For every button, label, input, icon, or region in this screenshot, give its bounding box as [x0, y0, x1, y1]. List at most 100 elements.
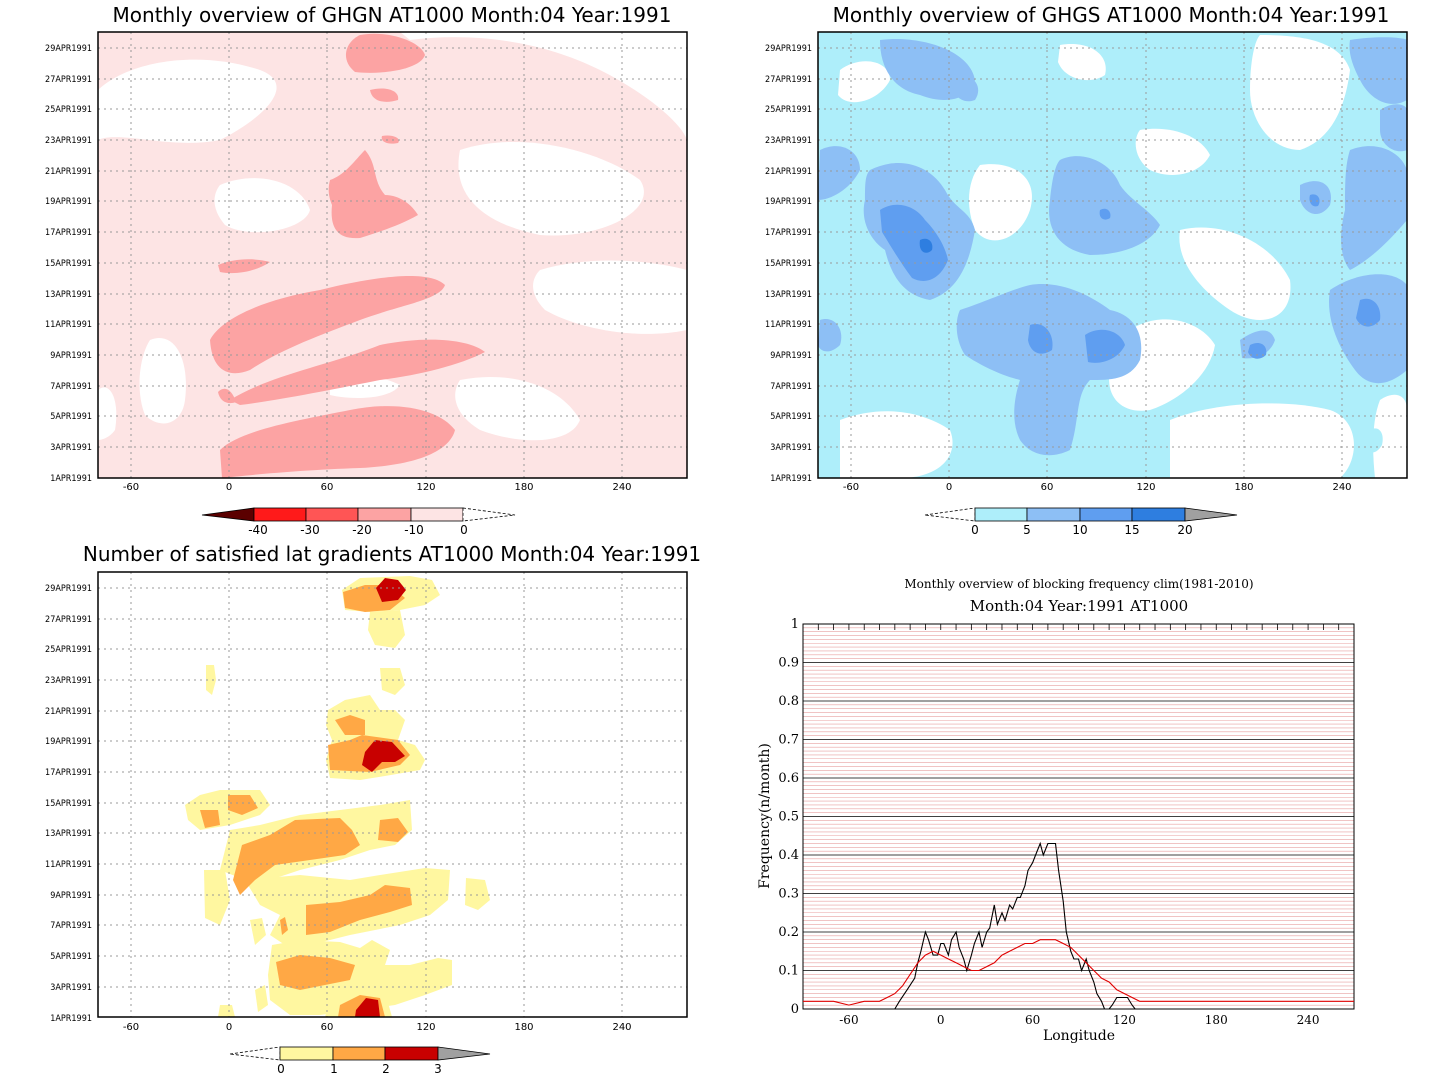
panel-ghgs-field — [818, 32, 1407, 478]
blocking-plot-area — [802, 623, 1355, 1010]
ghgs-ytick-13: 27APR1991 — [765, 75, 812, 85]
blocking-ytick-label: 0.1 — [778, 964, 799, 979]
blocking-xlabel: Longitude — [1043, 1028, 1115, 1044]
panel-latgrad-colorbar: 0 1 2 3 — [229, 1046, 491, 1076]
panel-ghgs-gridlines — [818, 32, 1407, 478]
latgrad-ytick-5: 11APR1991 — [45, 860, 92, 870]
ghgs-cbtick-3: 15 — [1124, 523, 1139, 537]
ghgn-xtick-2: 60 — [321, 482, 334, 493]
panel-blocking: Monthly overview of blocking frequency c… — [757, 577, 1355, 1044]
latgrad-xtick-3: 120 — [416, 1022, 435, 1033]
ghgn-ytick-7: 15APR1991 — [45, 259, 92, 269]
latgrad-ytick-6: 13APR1991 — [45, 829, 92, 839]
blocking-series-line-1 — [803, 939, 1354, 1006]
latgrad-xtick-4: 180 — [514, 1022, 533, 1033]
ghgn-xtick-0: -60 — [123, 482, 139, 493]
blocking-title: Monthly overview of blocking frequency c… — [904, 577, 1253, 591]
ghgs-ytick-2: 5APR1991 — [770, 412, 812, 422]
ghgn-ytick-8: 17APR1991 — [45, 228, 92, 238]
latgrad-ytick-1: 3APR1991 — [50, 983, 92, 993]
ghgn-cbtick-0: -40 — [248, 523, 268, 537]
latgrad-ytick-7: 15APR1991 — [45, 799, 92, 809]
panel-ghgs-colorbar: 0 5 10 15 20 — [924, 507, 1238, 537]
latgrad-ytick-9: 19APR1991 — [45, 737, 92, 747]
latgrad-cbtick-1: 1 — [330, 1062, 338, 1076]
blocking-subtitle: Month:04 Year:1991 AT1000 — [970, 597, 1188, 615]
blocking-ytick-label: 0 — [791, 1002, 799, 1017]
ghgn-xtick-4: 180 — [514, 482, 533, 493]
ghgs-ytick-4: 9APR1991 — [770, 351, 812, 361]
ghgs-ytick-5: 11APR1991 — [765, 320, 812, 330]
latgrad-ytick-14: 29APR1991 — [45, 584, 92, 594]
blocking-xtick-label: 60 — [1025, 1013, 1040, 1027]
ghgs-cbtick-0: 0 — [971, 523, 979, 537]
blocking-xtick-label: 180 — [1205, 1013, 1228, 1027]
ghgs-cbtick-2: 10 — [1072, 523, 1087, 537]
panel-latgrad-title: Number of satisfied lat gradients AT1000… — [83, 542, 701, 566]
panel-ghgn-field — [98, 32, 687, 478]
latgrad-ytick-0: 1APR1991 — [50, 1014, 92, 1024]
ghgn-cbtick-4: 0 — [460, 523, 468, 537]
ghgn-ytick-5: 11APR1991 — [45, 320, 92, 330]
ghgs-xtick-3: 120 — [1136, 482, 1155, 493]
latgrad-xtick-1: 0 — [226, 1022, 232, 1033]
ghgn-ytick-2: 5APR1991 — [50, 412, 92, 422]
panel-ghgs-frame — [817, 31, 1408, 479]
blocking-xtick-label: 0 — [937, 1013, 945, 1027]
ghgn-ytick-3: 7APR1991 — [50, 382, 92, 392]
latgrad-xtick-5: 240 — [612, 1022, 631, 1033]
blocking-ytick-label: 0.8 — [778, 694, 799, 709]
blocking-ytick-label: 1 — [791, 617, 799, 632]
ghgn-cbtick-3: -10 — [404, 523, 424, 537]
ghgs-cbtick-1: 5 — [1023, 523, 1031, 537]
ghgs-ytick-11: 23APR1991 — [765, 136, 812, 146]
ghgn-cbtick-1: -30 — [300, 523, 320, 537]
blocking-ytick-label: 0.4 — [778, 848, 799, 863]
latgrad-cbtick-3: 3 — [434, 1062, 442, 1076]
blocking-ytick-label: 0.9 — [778, 656, 799, 671]
blocking-frame — [802, 623, 1355, 1010]
ghgs-ytick-8: 17APR1991 — [765, 228, 812, 238]
panel-latgrad-gridlines — [98, 572, 687, 1017]
panel-ghgs-title: Monthly overview of GHGS AT1000 Month:04… — [833, 3, 1390, 27]
ghgs-cbtick-4: 20 — [1177, 523, 1192, 537]
ghgn-cbtick-2: -20 — [352, 523, 372, 537]
panel-ghgn-frame — [97, 31, 688, 479]
ghgn-ytick-13: 27APR1991 — [45, 75, 92, 85]
ghgn-ytick-12: 25APR1991 — [45, 105, 92, 115]
latgrad-xtick-2: 60 — [321, 1022, 334, 1033]
latgrad-ytick-13: 27APR1991 — [45, 615, 92, 625]
ghgs-xtick-1: 0 — [946, 482, 952, 493]
blocking-ytick-label: 0.7 — [778, 733, 799, 748]
ghgs-ytick-1: 3APR1991 — [770, 443, 812, 453]
ghgs-ytick-10: 21APR1991 — [765, 167, 812, 177]
ghgs-xtick-0: -60 — [843, 482, 859, 493]
blocking-xtick-label: 120 — [1113, 1013, 1136, 1027]
ghgn-ytick-6: 13APR1991 — [45, 290, 92, 300]
panel-ghgn: Monthly overview of GHGN AT1000 Month:04… — [45, 3, 688, 537]
ghgn-ytick-9: 19APR1991 — [45, 197, 92, 207]
panel-latgrad-frame — [97, 571, 688, 1018]
ghgs-xtick-2: 60 — [1041, 482, 1054, 493]
ghgn-xtick-1: 0 — [226, 482, 232, 493]
ghgs-ytick-9: 19APR1991 — [765, 197, 812, 207]
ghgn-xtick-5: 240 — [612, 482, 631, 493]
latgrad-ytick-10: 21APR1991 — [45, 707, 92, 717]
blocking-ytick-label: 0.2 — [778, 925, 799, 940]
latgrad-ytick-8: 17APR1991 — [45, 768, 92, 778]
blocking-series-line-0 — [803, 841, 1354, 1010]
blocking-ytick-label: 0.5 — [778, 810, 799, 825]
ghgn-ytick-0: 1APR1991 — [50, 474, 92, 484]
ghgn-ytick-1: 3APR1991 — [50, 443, 92, 453]
blocking-xtick-label: -60 — [839, 1013, 858, 1027]
ghgs-ytick-0: 1APR1991 — [770, 474, 812, 484]
latgrad-ytick-2: 5APR1991 — [50, 952, 92, 962]
latgrad-cbtick-2: 2 — [382, 1062, 390, 1076]
blocking-yticks: 0 0.1 0.2 0.3 0.4 0.5 0.6 0.7 0.8 0.9 1 — [778, 617, 799, 1017]
panel-ghgn-title: Monthly overview of GHGN AT1000 Month:04… — [113, 3, 672, 27]
ghgs-ytick-3: 7APR1991 — [770, 382, 812, 392]
ghgn-ytick-14: 29APR1991 — [45, 44, 92, 54]
ghgn-xtick-3: 120 — [416, 482, 435, 493]
panel-ghgn-gridlines — [98, 32, 687, 478]
